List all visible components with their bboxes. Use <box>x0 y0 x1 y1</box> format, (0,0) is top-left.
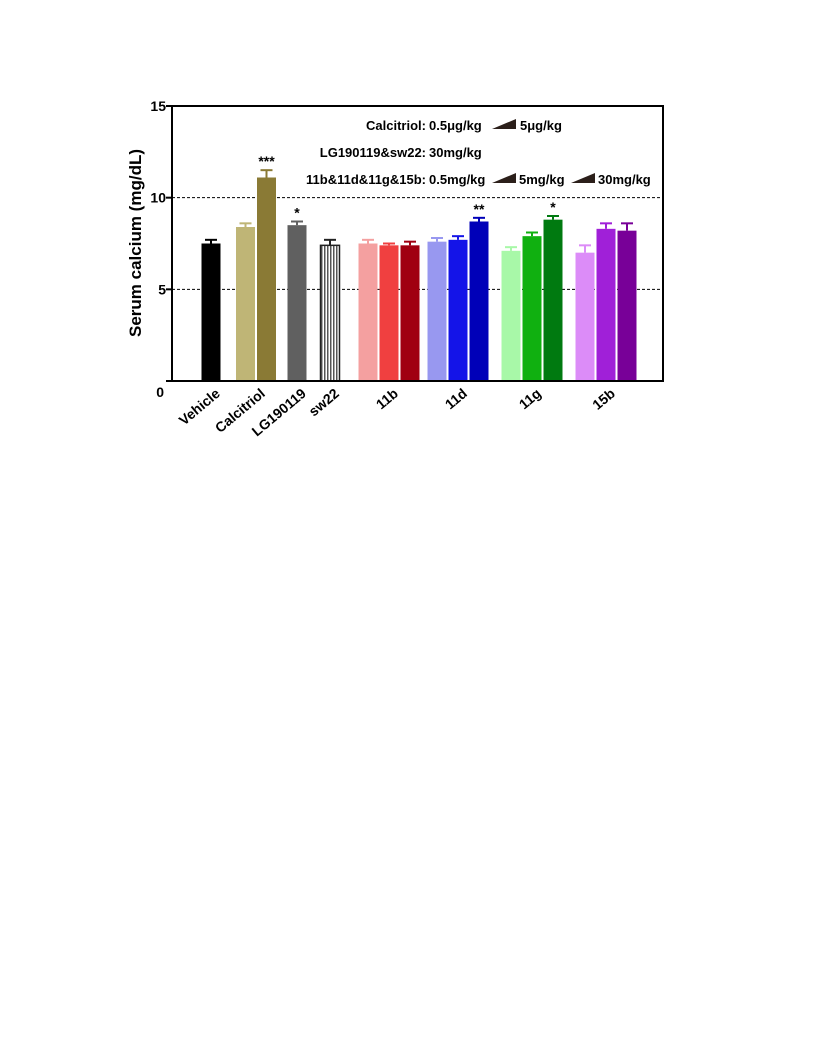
x-tick-label: 11g <box>516 385 544 412</box>
plot-frame <box>171 105 664 382</box>
x-tick-label: 15b <box>589 385 618 413</box>
bar <box>501 250 521 381</box>
legend-item: 30mg/kg <box>598 172 651 187</box>
ramp-wedge <box>492 173 516 183</box>
significance-label: * <box>550 199 556 215</box>
y-tick-label: 10 <box>150 190 166 206</box>
legend-row-label: LG190119&sw22: <box>320 145 426 160</box>
y-tick-label: 0 <box>156 384 164 400</box>
legend-item: 0.5mg/kg <box>429 172 485 187</box>
significance-label: ** <box>474 201 485 217</box>
bar <box>287 225 307 381</box>
bar <box>257 177 276 381</box>
significance-labels: **** ** * <box>258 153 556 220</box>
legend-item: 0.5μg/kg <box>429 118 482 133</box>
bar <box>400 245 420 381</box>
bar <box>319 244 341 382</box>
bar <box>427 241 447 381</box>
bar <box>596 228 616 381</box>
significance-label: * <box>294 205 300 221</box>
error-bars <box>205 169 633 253</box>
bar <box>379 245 399 381</box>
bar <box>617 230 637 381</box>
bars <box>201 177 637 382</box>
legend-row-label: Calcitriol: <box>366 118 426 133</box>
x-tick-label: 11d <box>442 385 470 412</box>
bar <box>522 236 542 381</box>
x-tick-label: 11b <box>373 385 401 412</box>
bar <box>575 252 595 381</box>
ramp-wedge <box>492 119 516 129</box>
significance-label: *** <box>258 153 275 169</box>
y-tick-label: 5 <box>158 281 166 297</box>
ramp-wedge <box>571 173 595 183</box>
bar <box>469 221 489 381</box>
y-axis-label: Serum calcium (mg/dL) <box>126 149 145 337</box>
legend-item: 30mg/kg <box>429 145 482 160</box>
x-tick-label: sw22 <box>305 385 342 419</box>
legend-item: 5μg/kg <box>520 118 562 133</box>
legend-row-label: 11b&11d&11g&15b: <box>306 172 426 187</box>
bar <box>543 219 563 381</box>
legend-item: 5mg/kg <box>519 172 565 187</box>
bar <box>236 227 255 381</box>
y-tick-label: 15 <box>150 98 166 114</box>
bar <box>358 243 378 381</box>
bar <box>201 243 221 381</box>
bar <box>448 239 468 381</box>
y-axis: 0 5 10 15 <box>150 98 172 400</box>
